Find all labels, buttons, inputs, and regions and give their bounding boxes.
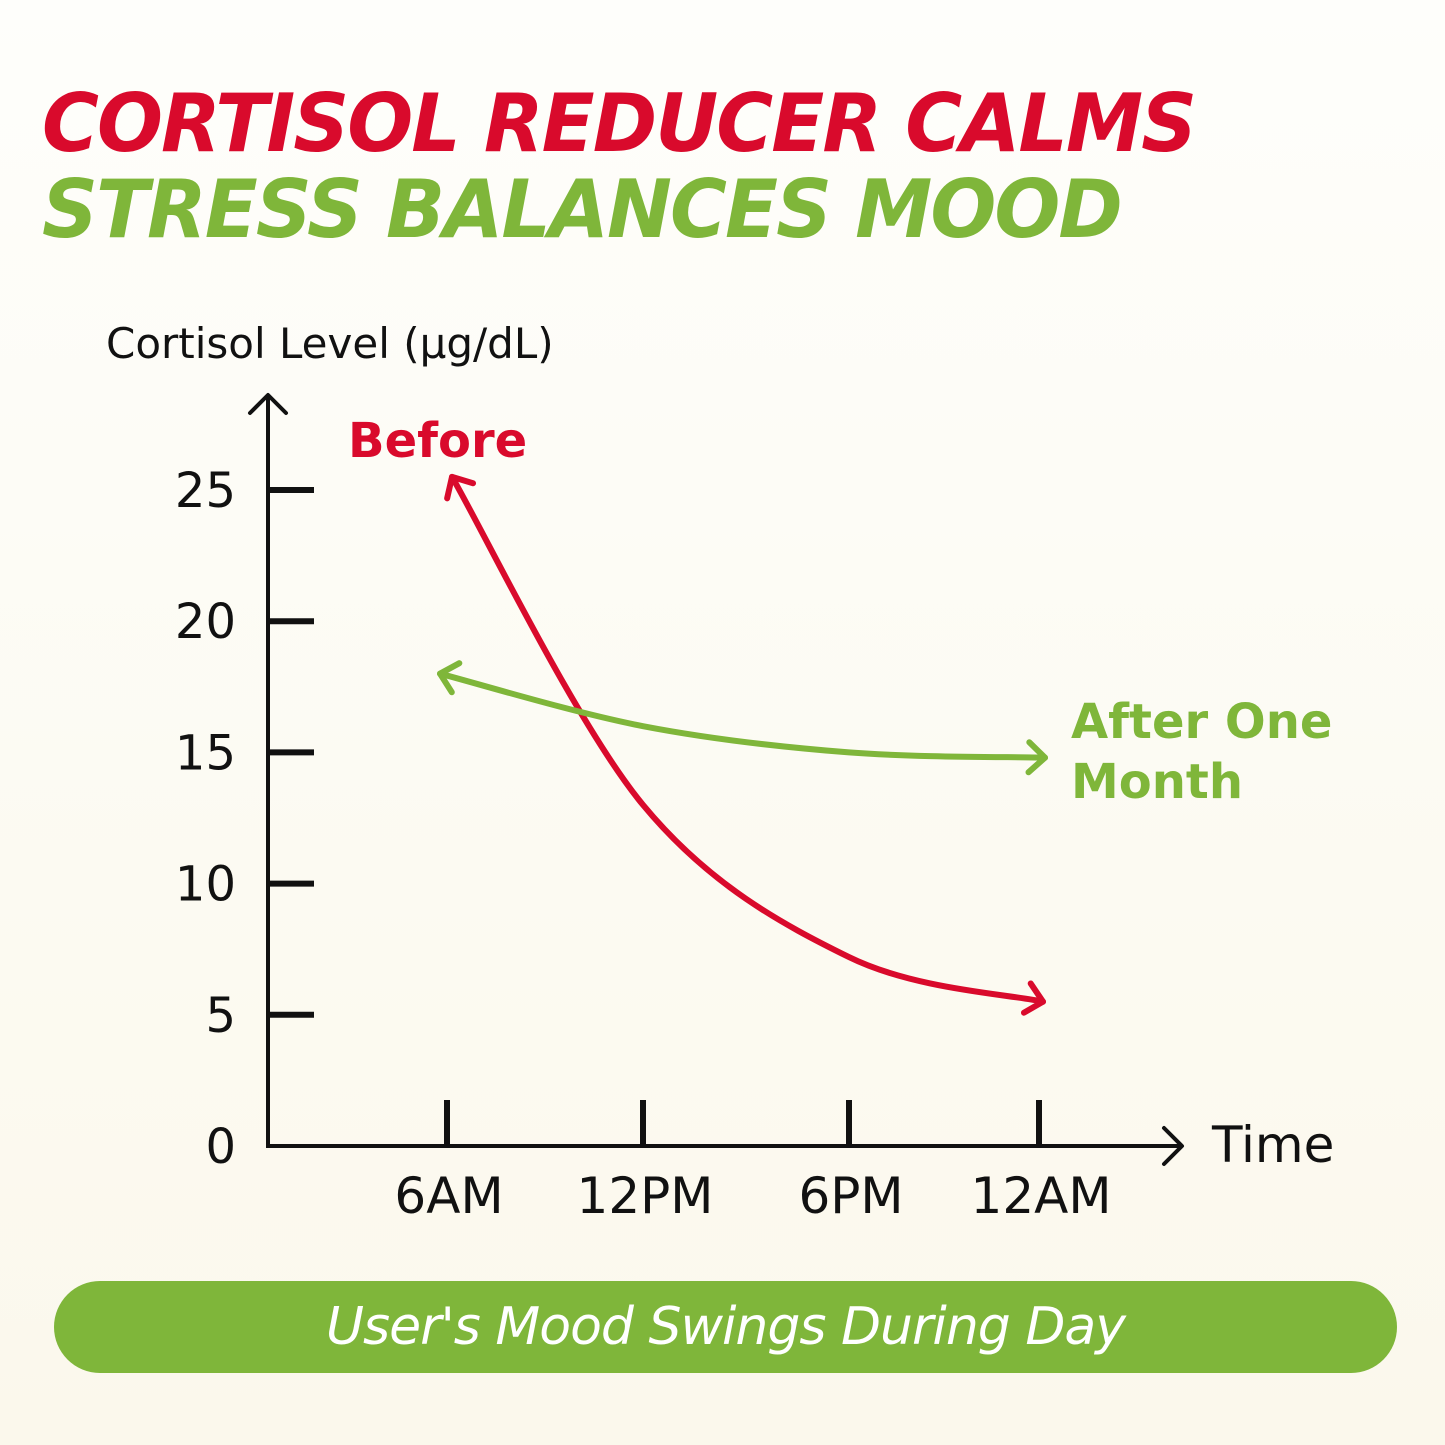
chart-axes [248,393,1184,1166]
y-tick-label: 5 [205,988,236,1044]
x-axis-label: Time [1211,1116,1334,1174]
y-tick-label: 25 [175,463,236,519]
before-series-label: Before [348,413,527,469]
y-axis-arrow [248,393,288,415]
before-series-line [449,473,1046,1005]
y-axis-label: Cortisol Level (μg/dL) [106,319,554,368]
x-tick-label: 12PM [577,1167,714,1225]
chart-labels: 0 5 10 15 20 25 6AM 12PM 6PM 12AM Cortisol Level (… [106,319,1334,1225]
headline-line-2: STRESS BALANCES MOOD [42,163,1123,256]
x-tick-label: 12AM [971,1167,1112,1225]
after-series-label: Month [1071,754,1243,810]
after-end-arrow [1025,739,1048,776]
headline-line-1: CORTISOL REDUCER CALMS [42,77,1197,170]
after-series-label: After One [1071,694,1332,750]
after-series-line [437,670,1048,761]
y-tick-label: 15 [175,725,236,781]
after-start-arrow [437,660,463,696]
x-axis-arrow [1162,1126,1184,1166]
before-end-arrow [1020,980,1046,1016]
before-start-arrow [444,473,477,502]
footer-banner: User's Mood Swings During Day [54,1281,1397,1373]
y-tick-label: 20 [175,594,236,650]
chart-series [437,473,1048,1016]
x-tick-label: 6AM [394,1167,503,1225]
footer-label: User's Mood Swings During Day [325,1297,1126,1357]
y-tick-label: 0 [205,1119,236,1175]
x-tick-label: 6PM [798,1167,903,1225]
y-tick-label: 10 [175,857,236,913]
